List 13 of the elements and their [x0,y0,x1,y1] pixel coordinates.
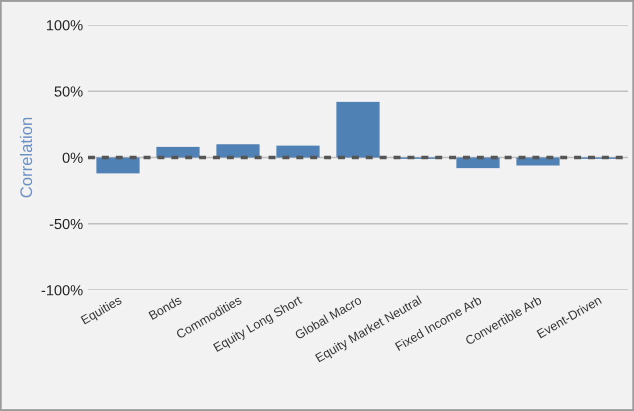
y-axis-title: Correlation [20,118,32,198]
bar [456,158,500,168]
bar [336,102,380,158]
bar [276,146,320,158]
y-tick-label: 50% [54,86,83,97]
y-tick-label: -100% [42,285,83,296]
bar [516,158,560,166]
y-tick-label: 100% [46,20,83,30]
y-tick-label: 0% [62,152,83,163]
bar [216,144,260,158]
bar [96,158,140,174]
y-tick-label: -50% [50,218,83,230]
bar [156,146,200,158]
